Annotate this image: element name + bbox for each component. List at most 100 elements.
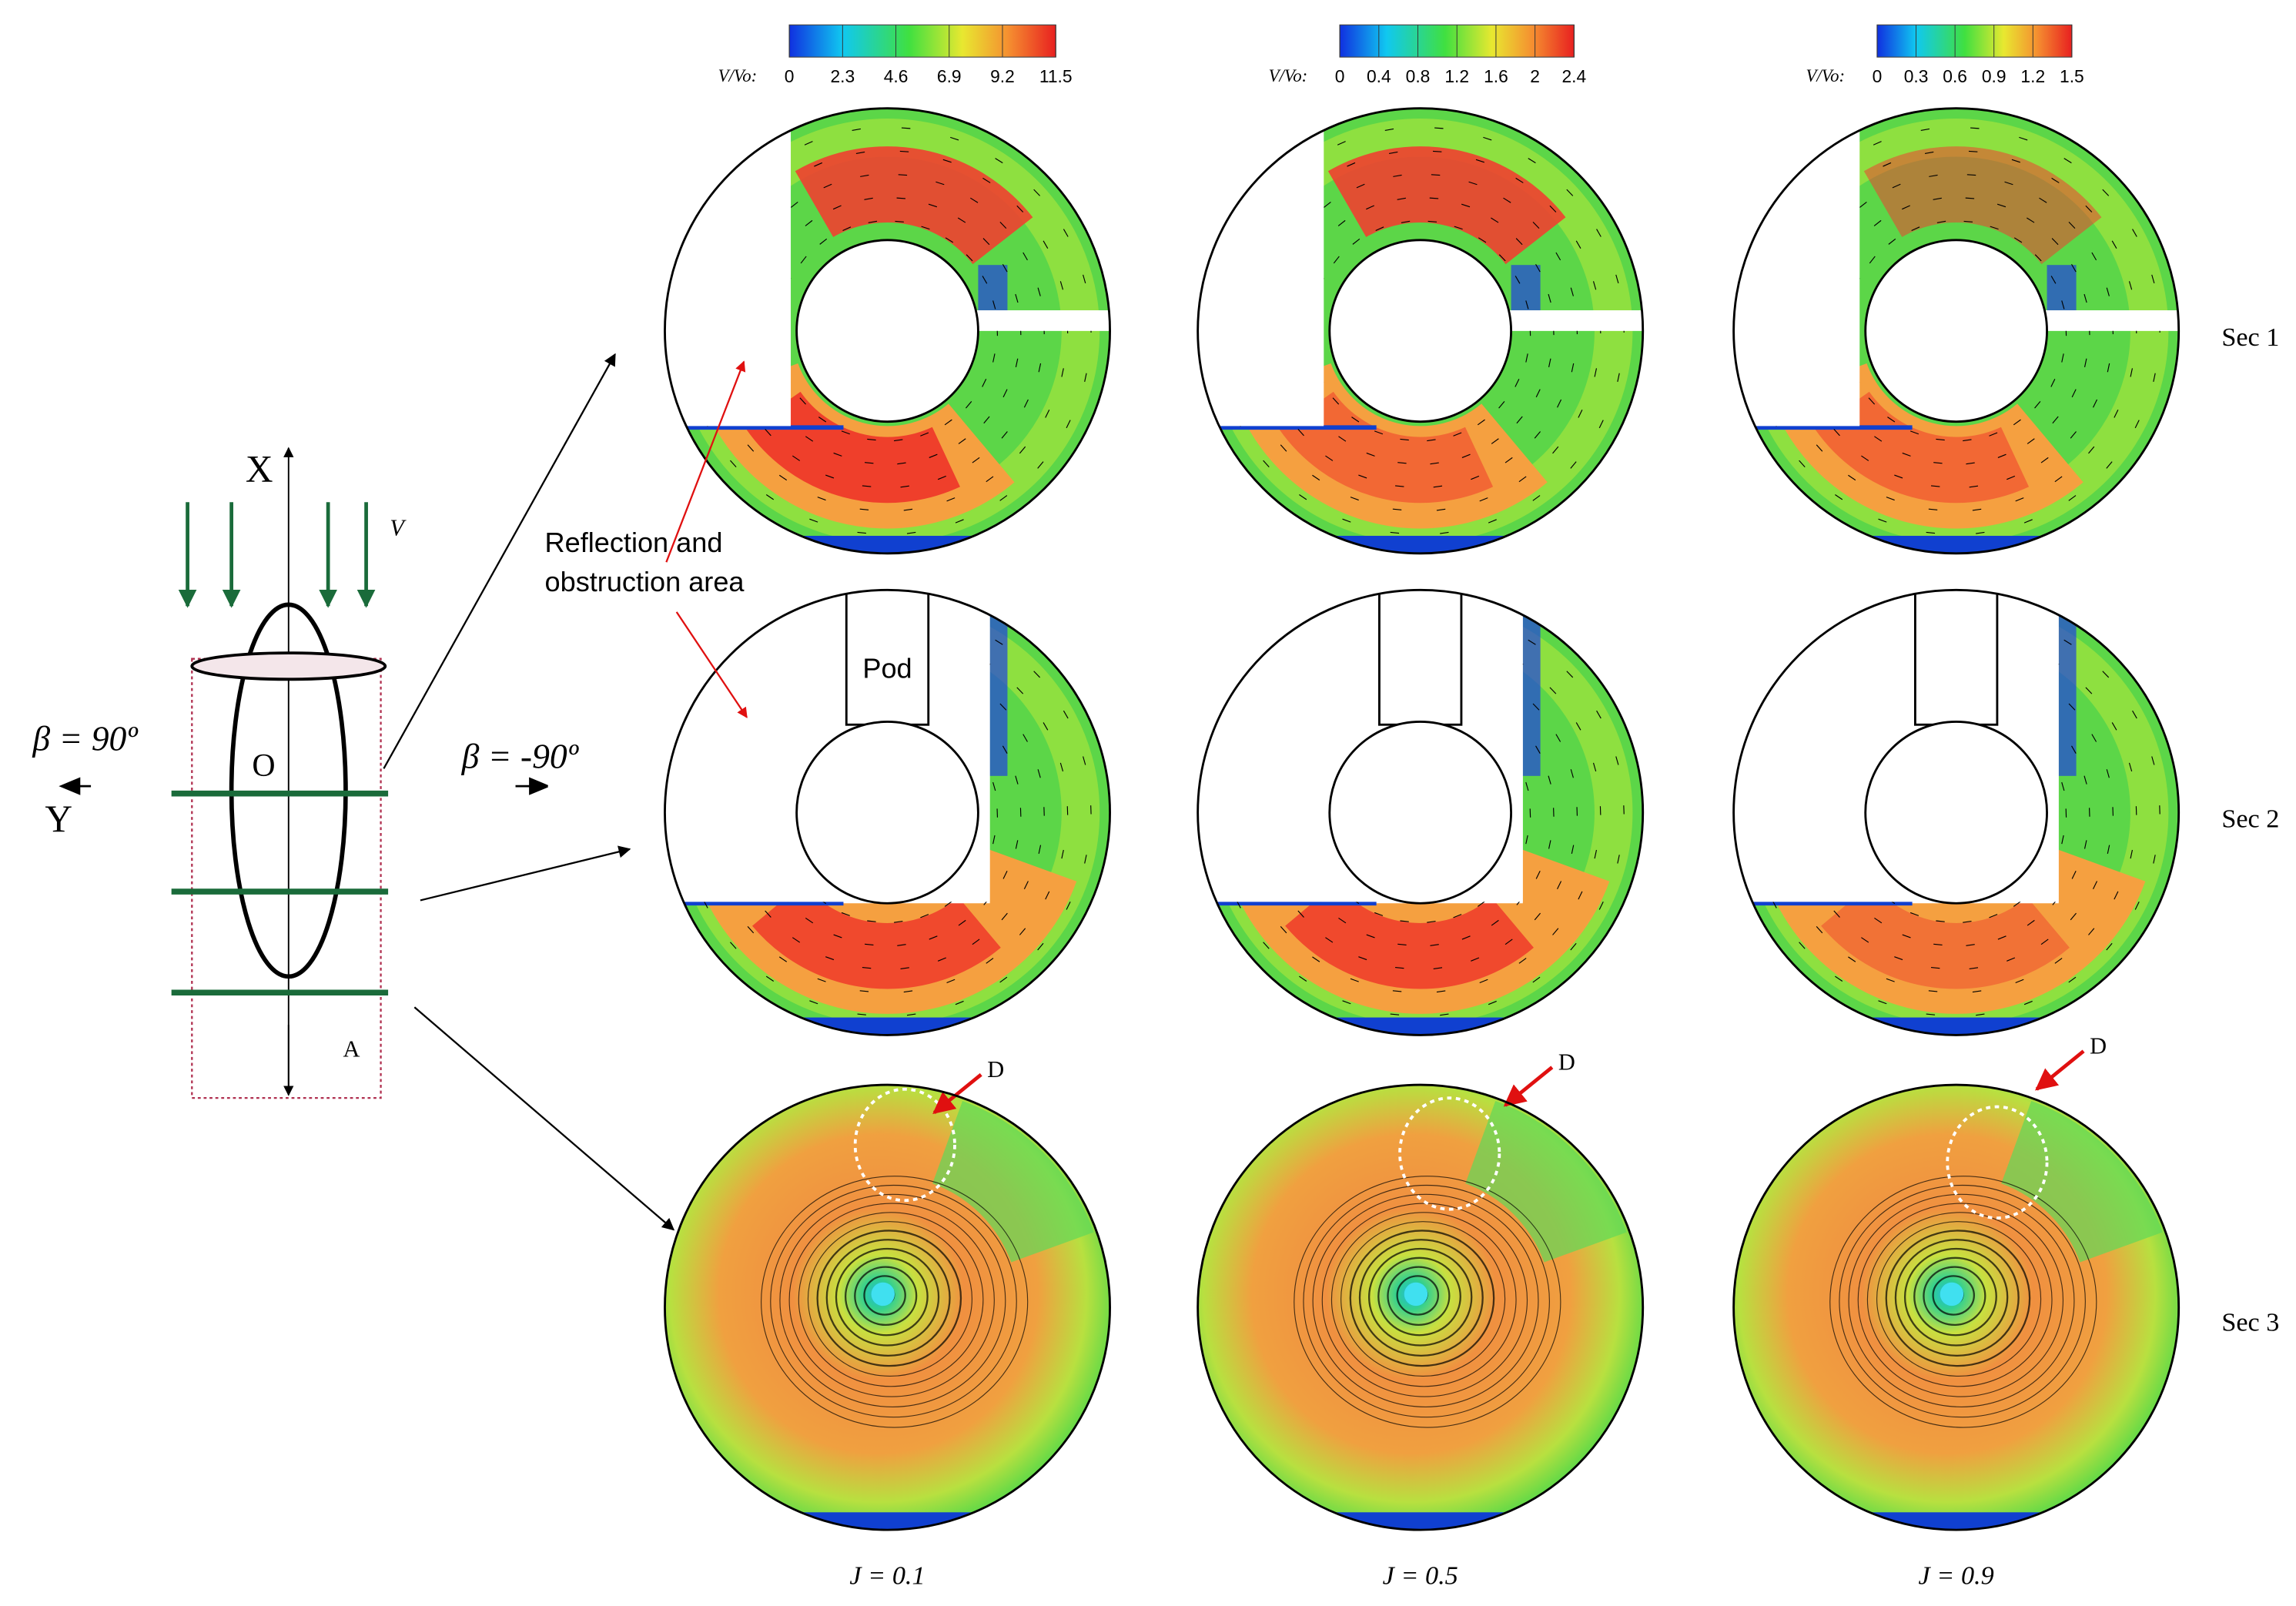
vector	[1534, 912, 1541, 921]
vector	[1592, 762, 1597, 772]
vector	[999, 703, 1007, 711]
vector	[1325, 455, 1334, 461]
vector	[2034, 401, 2041, 409]
inflow-arrows	[178, 502, 376, 608]
vector	[1395, 966, 1404, 969]
vector	[2111, 722, 2117, 731]
vector	[833, 934, 842, 939]
vector	[1338, 436, 1347, 442]
streamline	[1294, 1176, 1561, 1428]
vector	[1532, 976, 1541, 983]
vector	[1848, 474, 1856, 481]
vector	[1019, 928, 1026, 935]
outline	[1732, 107, 2181, 555]
hub	[795, 239, 979, 423]
vector	[1515, 238, 1523, 246]
outline	[664, 588, 1111, 1036]
bottom-strip	[1809, 1512, 2103, 1531]
vector	[1525, 353, 1528, 363]
vector	[1037, 461, 1044, 469]
vector	[1525, 781, 1529, 791]
vector	[865, 943, 874, 946]
vector	[1059, 762, 1064, 772]
vector	[1868, 397, 1876, 405]
vector	[747, 444, 755, 452]
streamline	[1913, 1256, 1997, 1337]
vector	[1440, 531, 1449, 534]
streamline	[1839, 1184, 2086, 1418]
streamline	[1829, 1176, 2097, 1428]
colorbar-label: V/Vo:	[718, 66, 758, 85]
vector	[1873, 141, 1882, 146]
vector	[1557, 881, 1562, 890]
vector	[1966, 174, 1976, 176]
pod	[1378, 590, 1463, 726]
vector	[2091, 734, 2097, 742]
blue-patch	[2055, 600, 2077, 776]
vector	[1453, 432, 1462, 437]
vector	[2153, 855, 2156, 864]
vector	[970, 197, 979, 203]
contour-panel	[1733, 1085, 2179, 1531]
vector	[1491, 919, 1499, 926]
vector	[1873, 219, 1882, 226]
vector	[1471, 475, 1480, 480]
vector	[944, 419, 952, 426]
vector	[1920, 128, 1930, 132]
high-band	[1285, 882, 1534, 989]
pod-label: Pod	[862, 652, 912, 684]
y-arrow	[59, 777, 92, 795]
vector	[1478, 237, 1487, 243]
vector	[972, 457, 980, 463]
vector	[2054, 958, 2063, 964]
vector	[1453, 914, 1462, 918]
vector	[747, 926, 755, 934]
streamline	[1358, 1239, 1484, 1357]
high-band	[1279, 390, 1494, 504]
vector	[730, 460, 737, 467]
vector	[1570, 461, 1577, 469]
vector	[805, 219, 813, 226]
vector	[1571, 845, 1575, 854]
vector	[2013, 901, 2021, 907]
vector	[2093, 399, 2098, 408]
velocity-label: V	[390, 514, 407, 540]
vector	[921, 226, 930, 230]
vector	[864, 197, 873, 200]
colorbar-tick-label: 11.5	[1039, 66, 1073, 86]
vector	[1461, 453, 1471, 458]
vector	[992, 353, 996, 363]
vector	[1575, 240, 1581, 249]
vector	[1358, 956, 1367, 961]
vector	[2023, 519, 2033, 524]
vector	[1352, 238, 1361, 245]
vector	[857, 1013, 866, 1015]
vector	[805, 436, 814, 442]
vector	[1002, 745, 1008, 754]
annotation: Reflection and obstruction area	[545, 360, 748, 718]
vector	[1430, 944, 1439, 946]
colorbar-tick-label: 1.2	[1444, 66, 1469, 86]
vector	[841, 912, 850, 916]
field	[1733, 1085, 2179, 1531]
colorbar	[1876, 24, 2073, 58]
contour-panel	[664, 1085, 1110, 1531]
blank-region-cover	[1733, 108, 1860, 427]
vector	[1575, 722, 1581, 731]
vector	[862, 966, 872, 969]
vector	[2151, 274, 2155, 284]
streamline	[854, 1266, 918, 1327]
streamline	[1396, 1275, 1440, 1316]
core	[1404, 1282, 1428, 1307]
streamline	[1903, 1247, 2009, 1347]
vector	[859, 990, 869, 992]
streamline	[1857, 1203, 2064, 1397]
vector	[1799, 942, 1806, 949]
vector	[1878, 518, 1887, 523]
origin-label: O	[252, 748, 275, 784]
vector	[2153, 373, 2156, 382]
vector	[2134, 420, 2140, 429]
vector	[982, 379, 987, 387]
vector	[1578, 410, 1583, 418]
outline	[1732, 588, 2181, 1036]
